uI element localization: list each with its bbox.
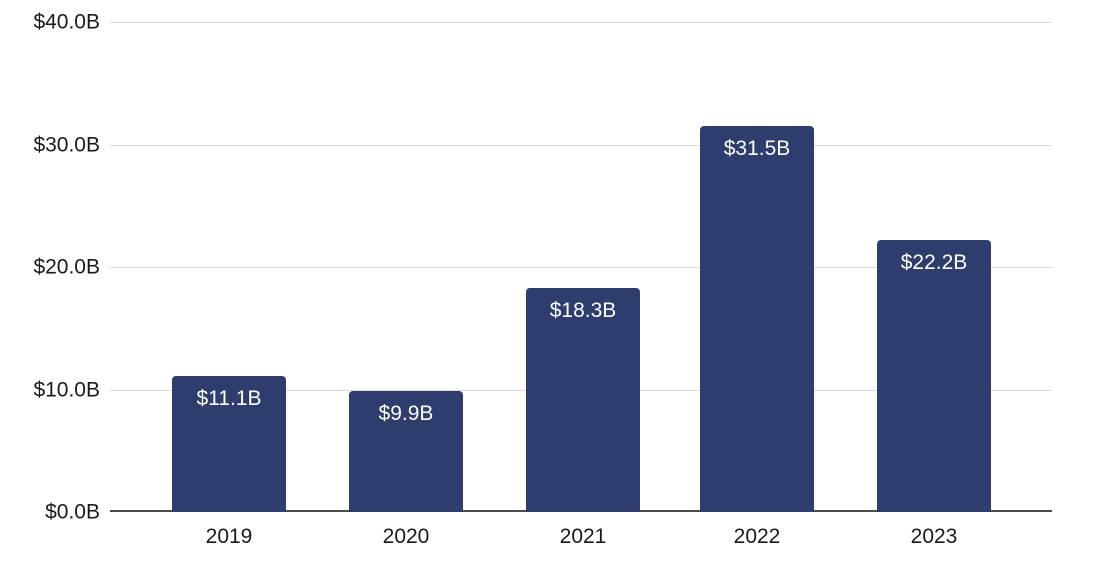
- bar-value-label: $31.5B: [723, 137, 791, 161]
- bar-2021: $18.3B: [526, 287, 640, 512]
- gridline: [110, 144, 1052, 146]
- bar-value-label: $11.1B: [196, 387, 262, 411]
- x-axis-tick-label: 2019: [205, 525, 253, 548]
- y-axis-tick-label: $30.0B: [33, 133, 100, 156]
- bar-value-label: $22.2B: [900, 251, 968, 275]
- x-axis-tick-label: 2021: [559, 525, 607, 548]
- y-axis-tick-label: $20.0B: [33, 255, 100, 279]
- y-axis-tick-label: $40.0B: [33, 10, 100, 34]
- x-axis-tick-label: 2023: [910, 525, 958, 548]
- gridline: [110, 22, 1052, 23]
- y-axis-tick-label: $0.0B: [45, 500, 100, 524]
- bar-2022: $31.5B: [700, 126, 814, 512]
- bar-value-label: $9.9B: [378, 401, 434, 425]
- gridline: [110, 267, 1052, 268]
- plot-area: $11.1B $9.9B $18.3B $31.5B $22.2B: [110, 22, 1052, 512]
- bar-2020: $9.9B: [349, 390, 463, 512]
- bar-2019: $11.1B: [172, 376, 286, 512]
- x-axis-tick-label: 2020: [382, 525, 430, 548]
- x-axis-tick-label: 2022: [733, 525, 781, 548]
- bar-2023: $22.2B: [877, 240, 991, 512]
- y-axis-tick-label: $10.0B: [33, 378, 100, 401]
- bar-value-label: $18.3B: [549, 298, 617, 322]
